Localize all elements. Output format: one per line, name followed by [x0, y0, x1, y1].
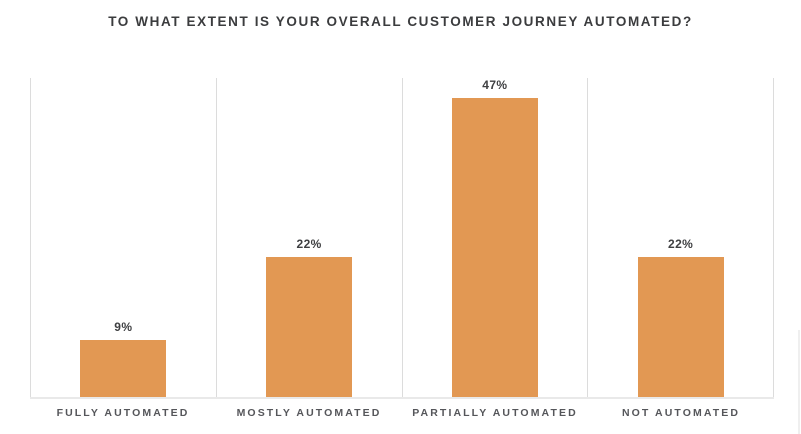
bar [266, 257, 353, 397]
bar-value-label: 9% [114, 320, 133, 334]
bar [80, 340, 167, 397]
plot-area: 9% 22% 47% 22% [30, 78, 774, 399]
bar [451, 98, 538, 397]
category-label: FULLY AUTOMATED [56, 407, 190, 419]
cropped-adjacent-element-edge [798, 330, 800, 434]
bar-value-label: 22% [668, 237, 694, 251]
category-label: MOSTLY AUTOMATED [236, 407, 382, 419]
bar-value-label: 47% [482, 78, 508, 92]
bar-value-label: 22% [296, 237, 322, 251]
chart-column: 22% [215, 78, 402, 397]
chart-column: 47% [401, 78, 588, 397]
x-axis-category-labels: FULLY AUTOMATED MOSTLY AUTOMATED PARTIALLY… [30, 407, 774, 419]
chart-title: TO WHAT EXTENT IS YOUR OVERALL CUSTOMER … [108, 14, 693, 29]
bar [637, 257, 724, 397]
category-label: PARTIALLY AUTOMATED [412, 407, 578, 419]
category-label: NOT AUTOMATED [621, 407, 741, 419]
chart-column: 22% [587, 78, 774, 397]
chart-column: 9% [30, 78, 216, 397]
